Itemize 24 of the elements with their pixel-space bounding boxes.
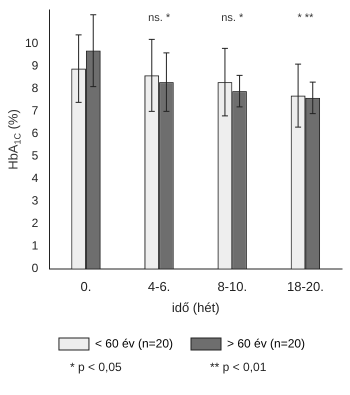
text: * p < 0,05 — [70, 360, 123, 374]
annotation: * ** — [297, 12, 314, 24]
y-tick-label: 3 — [32, 194, 39, 208]
x-tick-label: 4-6. — [148, 279, 170, 294]
y-tick-label: 10 — [24, 36, 39, 50]
annotation: ns. * — [148, 12, 171, 24]
y-tick-label: 1 — [32, 238, 39, 253]
y-tick-label: 9 — [32, 58, 39, 73]
x-axis-title: idő (hét) — [172, 300, 220, 315]
y-tick-label: 6 — [32, 126, 39, 140]
legend-label: < 60 év (n=20) — [94, 336, 174, 350]
text: ** p < 0,01 — [210, 360, 268, 374]
x-tick-label: 0. — [80, 279, 92, 294]
y-tick-label: 0 — [32, 261, 39, 276]
y-tick-label: 8 — [32, 81, 39, 96]
annotation: ns. * — [221, 12, 244, 24]
x-tick-label: 18-20. — [286, 279, 324, 294]
y-axis-title: HbA1C (%) — [6, 109, 22, 170]
y-tick-label: 7 — [32, 104, 39, 118]
y-tick-label: 4 — [32, 171, 39, 186]
legend-label: > 60 év (n=20) — [227, 336, 306, 350]
y-tick-label: 2 — [32, 216, 39, 230]
y-tick-label: 5 — [32, 148, 39, 163]
x-tick-label: 8-10. — [217, 279, 248, 294]
